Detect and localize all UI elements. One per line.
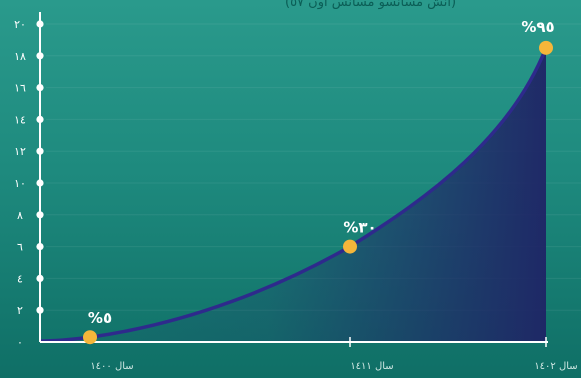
- data-point-label: %٩٥: [521, 18, 554, 36]
- x-tick-label: سال ١٤٠٠: [90, 361, 133, 372]
- y-tick-label: ١٢: [14, 145, 26, 158]
- y-tick-label: ٦: [17, 241, 23, 254]
- y-tick-label: ٢: [17, 304, 23, 317]
- y-tick-label: ١٤: [14, 113, 26, 126]
- y-tick-label: ١٨: [14, 50, 26, 63]
- y-tick-dot: [36, 20, 44, 28]
- data-point: [83, 330, 97, 345]
- data-points: %٥ %٣٠ %٩٥: [83, 18, 555, 345]
- y-tick-dot: [36, 274, 44, 282]
- data-point: [539, 40, 553, 55]
- y-tick-label: ٠: [17, 336, 23, 349]
- y-tick-label: ١٦: [14, 82, 26, 95]
- y-tick-dot: [36, 115, 44, 123]
- grid-lines: [46, 23, 581, 311]
- y-tick-dot: [36, 52, 44, 60]
- y-tick-dot: [36, 84, 44, 92]
- y-tick-dot: [36, 147, 44, 155]
- y-tick-dot: [36, 211, 44, 219]
- area-fill: [40, 47, 546, 342]
- axes: [39, 12, 548, 343]
- y-tick-dot: [36, 243, 44, 251]
- y-tick-label: ١٠: [14, 177, 26, 190]
- y-tick-label: ٨: [17, 209, 23, 222]
- x-axis-ticks: سال ١٤٠٠ سال ١٤١١ سال ١٤٠٢: [90, 337, 578, 372]
- x-tick-label: سال ١٤١١: [350, 361, 393, 372]
- y-tick-dot: [36, 179, 44, 187]
- x-tick-label: سال ١٤٠٢: [534, 361, 577, 372]
- y-tick-label: ٤: [17, 272, 23, 285]
- data-point-label: %٥: [88, 309, 112, 327]
- y-tick-label: ٢٠: [14, 18, 26, 31]
- data-point: [343, 239, 357, 254]
- chart-title: (انش مسانسو مسانس اوں ٥٧): [285, 0, 456, 10]
- y-axis-ticks: ٠ ٢ ٤ ٦ ٨ ١٠ ١٢ ١٤ ١٦ ١٨ ٢٠: [14, 18, 44, 349]
- y-tick-dot: [36, 306, 44, 314]
- data-point-label: %٣٠: [343, 219, 376, 237]
